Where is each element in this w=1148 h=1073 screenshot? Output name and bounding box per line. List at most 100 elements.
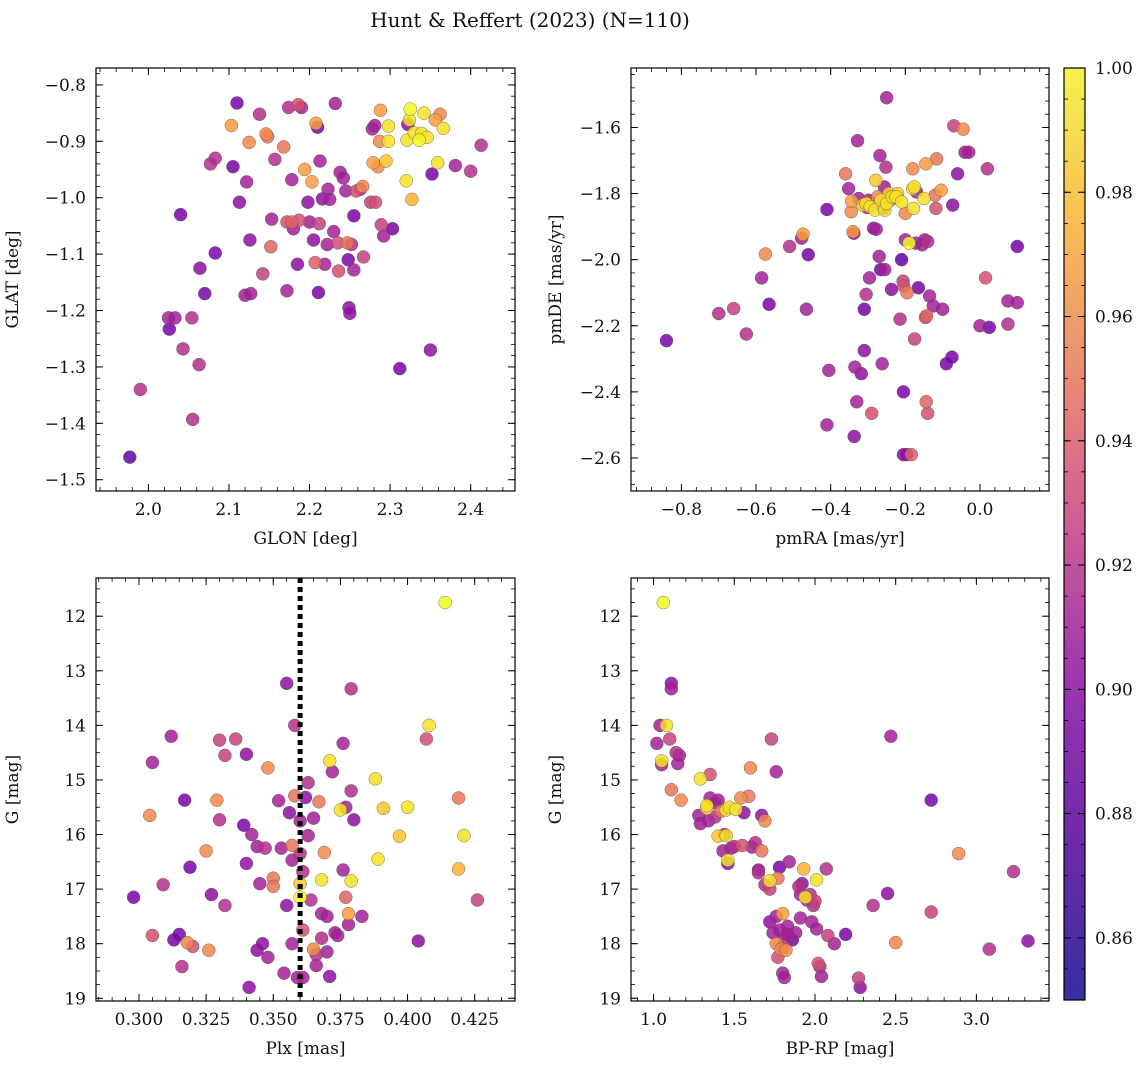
data-point (347, 263, 361, 277)
data-point (237, 818, 251, 832)
data-point (822, 363, 836, 378)
data-point (463, 164, 478, 178)
x-tick-label: 1.5 (721, 1010, 748, 1030)
y-tick-label: −1.2 (45, 302, 86, 322)
data-point (734, 791, 748, 805)
data-point (305, 175, 319, 189)
data-point (242, 980, 256, 995)
data-point (164, 729, 178, 743)
data-point (340, 236, 355, 250)
data-point (902, 236, 916, 250)
data-point (317, 845, 332, 860)
data-point (355, 909, 369, 924)
data-point (376, 229, 391, 243)
data-point (253, 876, 267, 891)
data-point (850, 134, 865, 148)
data-point (143, 808, 157, 823)
x-axis-label: pmRA [mas/yr] (775, 529, 904, 549)
data-point (896, 385, 911, 399)
x-tick-label: −0.4 (810, 500, 851, 520)
data-point (175, 959, 189, 974)
data-point (405, 192, 419, 207)
y-tick-label: 12 (599, 607, 621, 627)
data-point (193, 261, 207, 275)
data-point (177, 793, 192, 807)
y-tick-label: −1.1 (45, 245, 86, 265)
data-point (226, 159, 240, 174)
data-point (650, 736, 664, 751)
y-tick-label: 18 (599, 935, 621, 955)
colorbar-tick-label: 1.00 (1095, 59, 1133, 79)
y-tick-label: −1.0 (45, 189, 86, 209)
data-point (755, 844, 769, 858)
data-point (279, 898, 294, 913)
data-point (838, 927, 853, 942)
data-point (911, 281, 926, 295)
y-axis-label: G [mag] (546, 755, 566, 824)
data-point (1006, 864, 1021, 879)
data-point (243, 233, 257, 247)
data-point (846, 224, 860, 239)
data-point (123, 450, 137, 464)
data-point (218, 898, 232, 913)
y-tick-label: −1.5 (45, 471, 86, 491)
data-point (173, 207, 188, 222)
data-point (907, 332, 922, 346)
data-point (343, 306, 357, 321)
x-axis-label: BP-RP [mag] (786, 1039, 895, 1059)
data-point (919, 309, 934, 323)
data-point (306, 233, 321, 247)
colorbar-tick-label: 0.94 (1095, 432, 1133, 452)
data-point (268, 152, 282, 167)
data-point (693, 772, 708, 786)
data-point (356, 179, 370, 194)
data-point (894, 195, 909, 209)
data-point (333, 803, 348, 817)
data-point (210, 793, 224, 807)
data-point (204, 887, 219, 902)
y-tick-label: 15 (599, 771, 621, 791)
data-point (185, 311, 199, 325)
data-point (945, 350, 959, 364)
data-point (451, 791, 466, 805)
data-point (793, 911, 808, 925)
data-point (376, 801, 391, 816)
data-point (261, 950, 275, 965)
colorbar-tick-label: 0.90 (1095, 680, 1133, 700)
data-point (411, 934, 426, 948)
data-point (301, 828, 315, 843)
data-point (224, 118, 239, 133)
colorbar-tick-label: 0.92 (1095, 556, 1133, 576)
data-point (347, 813, 361, 827)
data-point (417, 106, 431, 120)
data-point (339, 890, 353, 904)
x-axis-label: GLON [deg] (253, 529, 357, 549)
data-point (403, 102, 417, 116)
data-point (400, 800, 415, 814)
y-tick-label: −2.4 (580, 383, 621, 403)
data-point (282, 805, 297, 820)
data-point (962, 145, 976, 159)
x-tick-label: 0.325 (182, 1010, 231, 1030)
data-point (904, 447, 918, 462)
data-point (312, 795, 326, 809)
data-point (893, 312, 907, 326)
data-point (202, 943, 216, 957)
data-point (847, 429, 861, 444)
data-point (419, 732, 434, 746)
data-point (344, 682, 358, 696)
data-point (239, 175, 254, 189)
data-point (762, 297, 776, 311)
data-point (322, 969, 337, 984)
data-point (212, 733, 227, 747)
data-point (872, 249, 886, 264)
data-point (801, 248, 815, 262)
data-point (857, 302, 871, 316)
axes-frame (630, 67, 1050, 492)
data-point (851, 971, 866, 985)
data-point (758, 247, 773, 261)
data-point (821, 928, 835, 943)
data-point (297, 162, 312, 177)
data-point (859, 287, 873, 302)
data-point (327, 224, 341, 239)
